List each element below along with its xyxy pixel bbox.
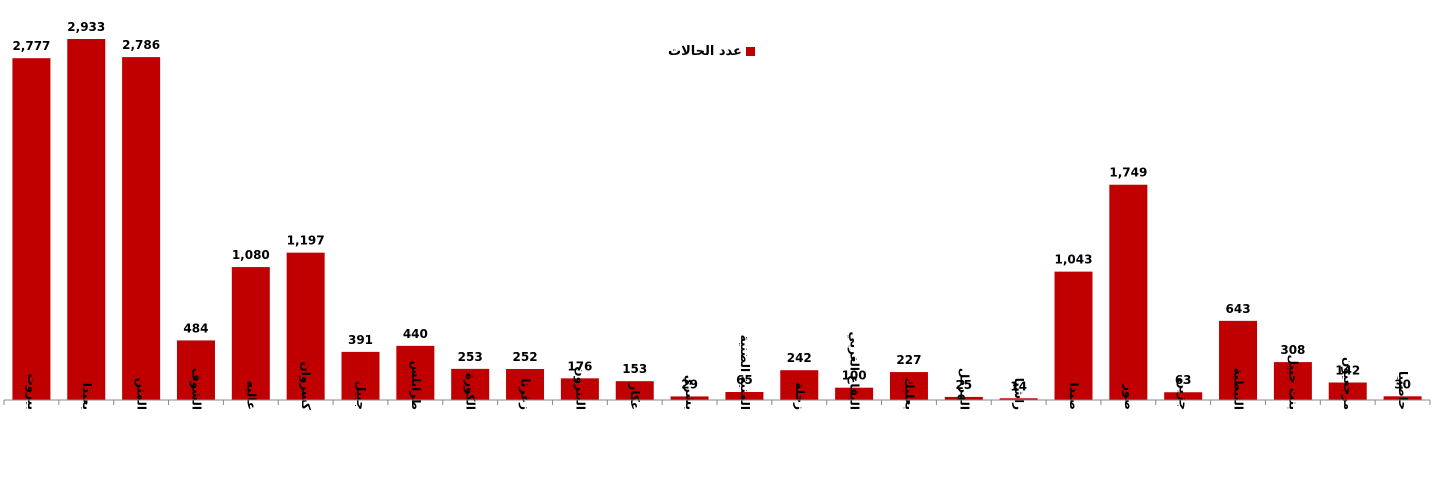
x-tick-label: مرجعيون	[1340, 357, 1355, 410]
x-tick-label: المتن	[135, 378, 149, 410]
bar	[1383, 396, 1422, 400]
bar	[451, 368, 490, 400]
data-label: 2,933	[67, 20, 105, 34]
x-tick-label: زغرتا	[519, 378, 533, 410]
data-label: 2,777	[12, 39, 50, 53]
bar	[780, 370, 819, 400]
bar	[341, 351, 380, 400]
bar	[725, 391, 764, 400]
x-tick-label: الكورة	[463, 373, 478, 410]
data-label: 153	[622, 362, 647, 376]
data-label: 643	[1226, 302, 1251, 316]
bar	[944, 396, 983, 400]
bar	[1109, 184, 1148, 400]
x-tick-label: بعبدا	[80, 383, 94, 410]
x-tick-label: بنت جبيل	[1286, 355, 1300, 410]
bar	[122, 57, 161, 400]
data-label: 252	[513, 350, 538, 364]
chart-legend: عدد الحالات	[668, 44, 755, 59]
legend-swatch	[745, 47, 755, 56]
x-tick-label: حاصبيا	[1396, 371, 1410, 410]
x-tick-label: صور	[1121, 383, 1136, 410]
bar	[12, 58, 51, 401]
bar	[670, 396, 709, 400]
data-label: 29	[681, 377, 698, 391]
bar	[1164, 392, 1203, 400]
bar	[67, 39, 106, 400]
data-label: 1,197	[287, 234, 325, 248]
bar	[560, 378, 599, 400]
data-label: 65	[736, 373, 753, 387]
bar	[231, 267, 270, 400]
data-label: 391	[348, 333, 373, 347]
bar	[506, 368, 545, 400]
data-label: 1,080	[232, 248, 270, 262]
data-label: 2,786	[122, 38, 160, 52]
data-label: 1,749	[1109, 166, 1147, 180]
x-tick-label: الشوف	[188, 368, 203, 410]
x-tick-label: عاليه	[244, 381, 258, 410]
bar	[835, 387, 874, 400]
x-tick-label: جزين	[1177, 379, 1191, 410]
bar	[1054, 271, 1093, 400]
bar	[1273, 362, 1312, 400]
x-tick-label: بيروت	[24, 374, 39, 410]
x-tick-label: البقاع الغربي	[848, 331, 862, 410]
bar	[615, 381, 654, 400]
x-tick-label: بشري	[683, 375, 697, 410]
data-label: 227	[896, 353, 921, 367]
data-label: 1,043	[1055, 253, 1093, 267]
x-tick-label: عكار	[628, 382, 642, 410]
data-label: 484	[183, 321, 208, 335]
x-tick-label: طرابلس	[409, 361, 423, 410]
data-label: 253	[458, 350, 483, 364]
bar	[176, 340, 215, 400]
x-tick-label: النبطية	[1232, 368, 1246, 410]
bar	[286, 252, 325, 400]
x-tick-label: كسروان	[298, 362, 313, 410]
data-label: 242	[787, 351, 812, 365]
bar	[1328, 382, 1367, 400]
data-label: 440	[403, 327, 428, 341]
data-label: 25	[955, 378, 972, 392]
data-label: 176	[567, 359, 592, 373]
data-label: 100	[842, 369, 867, 383]
x-tick-label: جبيل	[354, 381, 368, 410]
data-label: 30	[1394, 377, 1411, 391]
x-tick-label: صيدا	[1067, 382, 1081, 410]
x-tick-label: الهرمل	[957, 368, 971, 410]
x-tick-label: زحلة	[793, 382, 807, 410]
x-tick-label: المنية الضنية	[738, 335, 752, 410]
x-tick-label: البترون	[572, 366, 587, 410]
bar	[1219, 320, 1258, 400]
data-label: 14	[1010, 379, 1027, 393]
data-label: 308	[1280, 343, 1305, 357]
x-tick-label: بعلبك	[902, 378, 916, 410]
bar	[999, 398, 1038, 400]
bar	[396, 345, 435, 400]
bar	[889, 372, 928, 400]
x-tick-label: راشيا	[1012, 378, 1026, 410]
data-label: 63	[1175, 373, 1192, 387]
legend-series-label: عدد الحالات	[668, 44, 742, 59]
data-label: 142	[1335, 364, 1360, 378]
